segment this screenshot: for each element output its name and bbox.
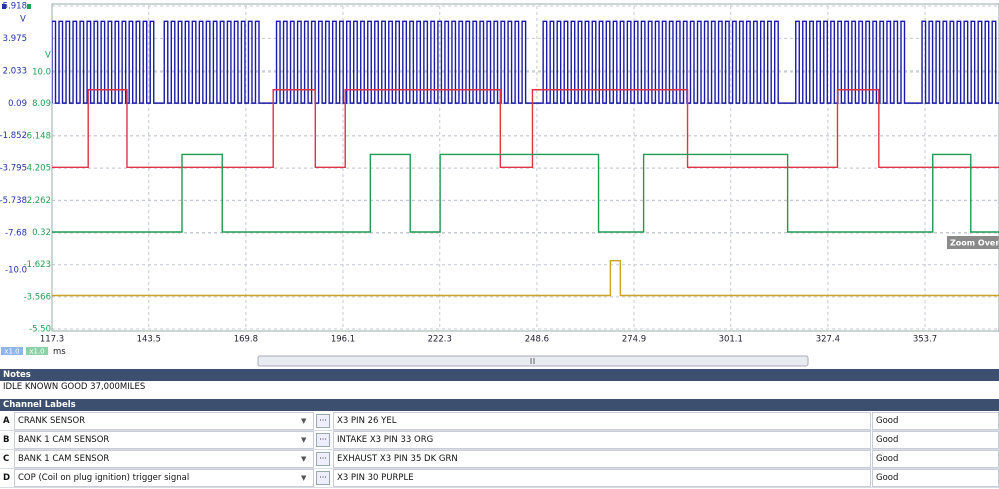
dropdown-arrow[interactable]: ▼: [301, 455, 307, 463]
zoom-overview-button[interactable]: [947, 236, 999, 249]
x-tick-label: 222.3: [428, 335, 452, 345]
channel-description[interactable]: EXHAUST X3 PIN 35 DK GRN: [333, 450, 871, 468]
channel-row: D COP (Coil on plug ignition) trigger sig…: [0, 469, 999, 488]
scrollbar[interactable]: [257, 355, 809, 367]
channel-name[interactable]: BANK 1 CAM SENSOR: [14, 450, 314, 468]
channel-status: Good: [872, 412, 999, 430]
channel-row: A CRANK SENSOR ▼ ··· X3 PIN 26 YEL Good: [0, 412, 999, 431]
y-tick-label-b: 0.32: [32, 228, 51, 238]
x-tick-label: 248.6: [525, 335, 549, 345]
x-tick-label: 274.9: [622, 335, 646, 345]
y-tick-label-b: 8.09: [32, 99, 51, 109]
y-tick-label-a: 3.975: [3, 34, 27, 44]
more-button[interactable]: ···: [316, 471, 330, 485]
channel-name[interactable]: BANK 1 CAM SENSOR: [14, 431, 314, 449]
x-tick-label: 196.1: [331, 335, 355, 345]
waveform: [52, 89, 999, 169]
channel-row: C BANK 1 CAM SENSOR ▼ ··· EXHAUST X3 PIN 35 …: [0, 450, 999, 469]
notes-text[interactable]: IDLE KNOWN GOOD 37,000MILES: [3, 382, 146, 392]
zoom-badge-a[interactable]: [1, 347, 23, 355]
y-tick-label-b: 6.148: [27, 131, 51, 141]
axis-marker: [2, 4, 6, 9]
more-button[interactable]: ···: [316, 433, 330, 447]
axis-marker: [27, 4, 31, 9]
waveform: [52, 20, 999, 104]
plot-background: [0, 0, 999, 368]
zoom-b: x1.0: [29, 348, 44, 356]
y-tick-label-a: 0.09: [8, 99, 27, 109]
channel-status: Good: [872, 469, 999, 487]
y-extra-label: -10.0: [5, 266, 27, 276]
x-tick-label: 143.5: [137, 335, 161, 345]
x-unit: ms: [53, 347, 66, 357]
y-tick-label-b: -5.50: [29, 325, 51, 335]
channel-description[interactable]: INTAKE X3 PIN 33 ORG: [333, 431, 871, 449]
channel-description[interactable]: X3 PIN 30 PURPLE: [333, 469, 871, 487]
y-tick-label-a: -5.738: [0, 196, 27, 206]
channel-letter: B: [3, 435, 10, 445]
scope-view: x1.0 x1.0 ms V V -10.0 Zoom Overview 5.9…: [0, 0, 999, 368]
y-tick-label-b: 4.205: [27, 164, 51, 174]
channel-letter: D: [3, 473, 11, 483]
x-tick-label: 327.4: [816, 335, 840, 345]
channel-letter: A: [3, 416, 10, 426]
y-tick-label-a: -3.795: [0, 164, 27, 174]
y-tick-label-a: 5.918: [3, 2, 27, 12]
x-tick-label: 301.1: [719, 335, 743, 345]
y-tick-label-a: -1.852: [0, 131, 27, 141]
channel-description[interactable]: X3 PIN 26 YEL: [333, 412, 871, 430]
channel-letter: C: [3, 454, 10, 464]
zoom-overview-label: Zoom Overview: [950, 239, 999, 248]
y-tick-label-a: -7.68: [5, 229, 27, 239]
y-tick-label-b: 2.262: [27, 196, 51, 206]
channel-name[interactable]: COP (Coil on plug ignition) trigger sign…: [14, 469, 314, 487]
y-tick-label-b: -3.566: [24, 292, 51, 302]
more-button[interactable]: ···: [316, 414, 330, 428]
channel-status: Good: [872, 431, 999, 449]
channel-row: B BANK 1 CAM SENSOR ▼ ··· INTAKE X3 PIN 33 O…: [0, 431, 999, 450]
dropdown-arrow[interactable]: ▼: [301, 474, 307, 482]
waveform: [52, 153, 999, 233]
y-unit-b: V: [45, 51, 51, 61]
notes-header: Notes: [0, 369, 999, 381]
channel-labels-header: Channel Labels: [0, 399, 999, 411]
waveform: [52, 259, 999, 297]
y-tick-label-a: 2.033: [3, 66, 27, 76]
y-unit-a: V: [20, 15, 26, 25]
y-tick-label-b: 10.0: [32, 68, 51, 78]
dropdown-arrow[interactable]: ▼: [301, 417, 307, 425]
dropdown-arrow[interactable]: ▼: [301, 436, 307, 444]
channel-name[interactable]: CRANK SENSOR: [14, 412, 314, 430]
x-tick-label: 353.7: [913, 335, 937, 345]
channel-status: Good: [872, 450, 999, 468]
y-tick-label-b: -1.623: [24, 260, 51, 270]
more-button[interactable]: ···: [316, 452, 330, 466]
zoom-badge-b[interactable]: [26, 347, 48, 355]
x-tick-label: 117.3: [40, 335, 64, 345]
zoom-a: x1.0: [4, 348, 19, 356]
x-tick-label: 169.8: [234, 335, 258, 345]
